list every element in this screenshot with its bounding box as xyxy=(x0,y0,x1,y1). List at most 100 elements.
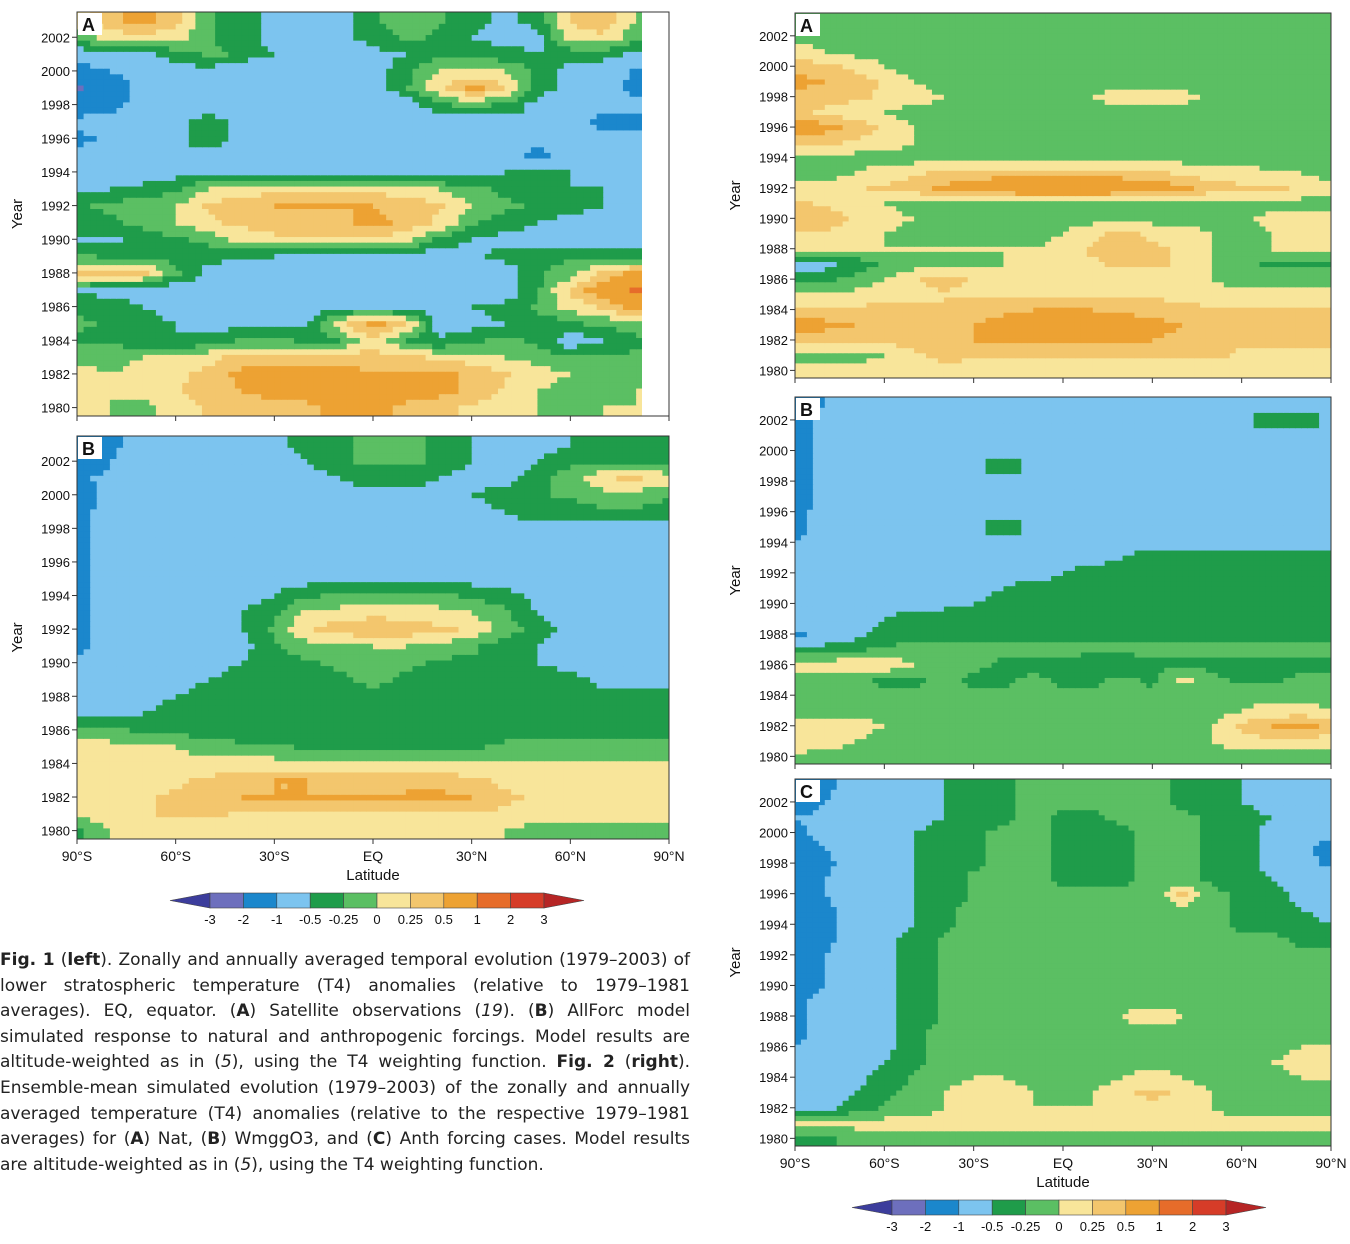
contour-cell xyxy=(537,174,545,181)
contour-cell xyxy=(155,236,164,243)
contour-cell xyxy=(576,320,585,327)
contour-cell xyxy=(175,107,183,114)
contour-cell xyxy=(248,410,256,416)
contour-cell xyxy=(201,101,210,108)
contour-cell xyxy=(136,163,144,170)
contour-cell xyxy=(228,107,236,114)
contour-cell xyxy=(432,376,440,383)
contour-cell xyxy=(169,371,177,378)
contour-cell xyxy=(412,354,420,361)
contour-cell xyxy=(123,191,131,198)
contour-cell xyxy=(517,320,525,327)
contour-cell xyxy=(412,286,420,294)
contour-cell xyxy=(155,315,164,322)
contour-cell xyxy=(175,219,183,226)
contour-cell xyxy=(484,169,492,176)
contour-cell xyxy=(169,152,177,159)
contour-cell xyxy=(504,135,512,142)
contour-cell xyxy=(294,382,302,389)
contour-cell xyxy=(497,146,506,153)
contour-cell xyxy=(570,348,578,355)
contour-cell xyxy=(353,169,361,176)
contour-cell xyxy=(346,129,354,137)
contour-cell xyxy=(103,180,111,187)
contour-cell xyxy=(221,258,229,266)
contour-cell xyxy=(267,163,275,170)
contour-cell xyxy=(155,135,164,142)
contour-cell xyxy=(182,163,190,170)
contour-cell xyxy=(280,163,289,170)
contour-cell xyxy=(261,242,269,249)
contour-cell xyxy=(458,135,466,142)
contour-cell xyxy=(583,331,591,339)
contour-cell xyxy=(333,141,341,148)
contour-cell xyxy=(590,163,598,170)
contour-cell xyxy=(366,247,374,254)
contour-cell xyxy=(228,275,236,282)
contour-cell xyxy=(656,337,663,343)
contour-cell xyxy=(609,303,617,310)
contour-cell xyxy=(629,247,637,254)
contour-cell xyxy=(221,326,229,333)
contour-cell xyxy=(603,286,611,294)
contour-cell xyxy=(234,393,243,400)
contour-cell xyxy=(90,129,98,137)
contour-cell xyxy=(537,410,545,416)
contour-cell xyxy=(169,326,177,333)
contour-cell xyxy=(550,236,558,243)
contour-cell xyxy=(116,113,124,120)
contour-cell xyxy=(576,157,585,165)
contour-cell xyxy=(294,343,302,350)
contour-cell xyxy=(517,169,525,176)
contour-cell xyxy=(201,354,210,361)
contour-cell xyxy=(596,343,604,350)
contour-cell xyxy=(379,354,387,361)
contour-cell xyxy=(149,281,157,288)
contour-cell xyxy=(142,146,150,153)
contour-cell xyxy=(188,230,196,238)
contour-cell xyxy=(649,124,656,130)
contour-cell xyxy=(425,258,433,266)
contour-cell xyxy=(557,404,565,411)
contour-cell xyxy=(544,135,552,142)
contour-cell xyxy=(326,410,335,416)
contour-cell xyxy=(544,225,552,232)
contour-cell xyxy=(412,393,420,400)
contour-cell xyxy=(557,253,565,260)
contour-cell xyxy=(353,354,361,361)
contour-cell xyxy=(77,219,85,226)
contour-cell xyxy=(274,129,282,137)
contour-cell xyxy=(537,348,545,355)
contour-cell xyxy=(175,354,183,361)
contour-cell xyxy=(399,382,407,389)
contour-cell xyxy=(116,376,124,383)
contour-cell xyxy=(142,365,150,372)
contour-cell xyxy=(261,348,269,355)
contour-cell xyxy=(629,331,637,339)
contour-cell xyxy=(129,359,137,367)
contour-cell xyxy=(208,191,216,198)
contour-cell xyxy=(643,113,650,119)
contour-cell xyxy=(228,320,236,327)
contour-cell xyxy=(155,163,164,170)
contour-cell xyxy=(353,270,361,277)
contour-cell xyxy=(221,393,229,400)
contour-cell xyxy=(603,354,611,361)
contour-cell xyxy=(234,236,243,243)
contour-cell xyxy=(201,387,210,395)
contour-cell xyxy=(142,303,150,310)
contour-cell xyxy=(208,152,216,159)
contour-cell xyxy=(182,315,190,322)
contour-cell xyxy=(182,219,190,226)
contour-cell xyxy=(326,214,335,221)
contour-cell xyxy=(656,304,663,310)
contour-cell xyxy=(287,410,295,416)
contour-cell xyxy=(248,118,256,125)
contour-cell xyxy=(90,118,98,125)
contour-cell xyxy=(392,275,400,282)
contour-cell xyxy=(451,146,460,153)
contour-cell xyxy=(103,152,111,159)
contour-cell xyxy=(149,292,157,299)
contour-cell xyxy=(478,315,486,322)
contour-cell xyxy=(530,309,539,316)
